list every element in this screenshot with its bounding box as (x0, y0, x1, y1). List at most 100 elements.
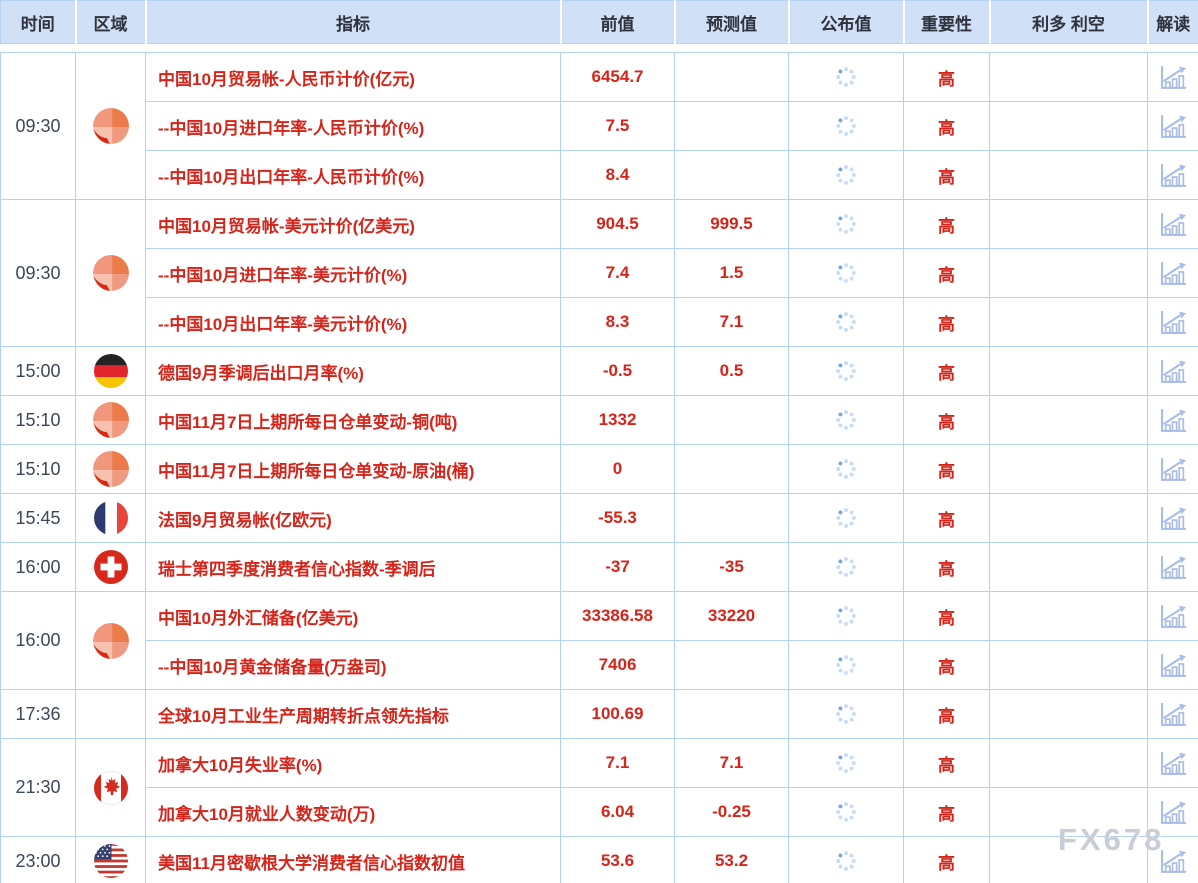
bar-chart-trend-icon[interactable] (1160, 457, 1187, 482)
loading-spinner-icon (834, 114, 858, 138)
china-flag-icon (92, 401, 130, 439)
table-row: --中国10月进口年率-人民币计价(%) 7.5 高 (1, 101, 1198, 151)
analysis-chart-cell[interactable] (1147, 542, 1198, 592)
bull-bear-cell (989, 591, 1148, 641)
bar-chart-trend-icon[interactable] (1160, 506, 1187, 531)
bar-chart-trend-icon[interactable] (1160, 261, 1187, 286)
indicator-cell: 法国9月贸易帐(亿欧元) (145, 493, 561, 543)
analysis-chart-cell[interactable] (1147, 493, 1198, 543)
bar-chart-trend-icon[interactable] (1160, 163, 1187, 188)
table-row: 23:00 美国11月密歇根大学消费者信心指数初值 53.6 53.2 高 (0, 836, 1198, 883)
bar-chart-trend-icon[interactable] (1160, 653, 1187, 678)
published-value-cell (788, 199, 904, 249)
analysis-chart-cell[interactable] (1147, 297, 1198, 347)
analysis-chart-cell[interactable] (1147, 591, 1198, 641)
forecast-value-cell (674, 150, 789, 200)
bar-chart-trend-icon[interactable] (1160, 359, 1187, 384)
previous-value-cell: -37 (560, 542, 675, 592)
bar-chart-trend-icon[interactable] (1160, 114, 1187, 139)
analysis-chart-cell[interactable] (1147, 395, 1198, 445)
bar-chart-trend-icon[interactable] (1160, 604, 1187, 629)
region-cell (75, 836, 146, 883)
importance-cell: 高 (903, 640, 990, 690)
published-value-cell (788, 297, 904, 347)
loading-spinner-icon (834, 457, 858, 481)
table-row: 17:36 全球10月工业生产周期转折点领先指标 100.69 高 (0, 689, 1198, 739)
table-row: 加拿大10月就业人数变动(万) 6.04 -0.25 高 (1, 787, 1198, 837)
bull-bear-cell (989, 395, 1148, 445)
forecast-value-cell (674, 101, 789, 151)
published-value-cell (788, 493, 904, 543)
published-value-cell (788, 542, 904, 592)
china-flag-icon (92, 254, 130, 292)
forecast-value-cell (674, 444, 789, 494)
bull-bear-cell (989, 493, 1148, 543)
bar-chart-trend-icon[interactable] (1160, 212, 1187, 237)
analysis-chart-cell[interactable] (1147, 640, 1198, 690)
importance-cell: 高 (903, 738, 990, 788)
france-flag-icon (93, 500, 129, 536)
importance-cell: 高 (903, 542, 990, 592)
indicator-cell: --中国10月进口年率-人民币计价(%) (145, 101, 561, 151)
importance-cell: 高 (903, 836, 990, 883)
loading-spinner-icon (834, 310, 858, 334)
indicator-cell: 全球10月工业生产周期转折点领先指标 (145, 689, 561, 739)
time-cell: 23:00 (0, 836, 76, 883)
bar-chart-trend-icon[interactable] (1160, 751, 1187, 776)
analysis-chart-cell[interactable] (1147, 101, 1198, 151)
region-cell (75, 199, 146, 347)
analysis-chart-cell[interactable] (1147, 346, 1198, 396)
published-value-cell (788, 248, 904, 298)
importance-cell: 高 (903, 395, 990, 445)
indicator-cell: 中国11月7日上期所每日仓单变动-原油(桶) (145, 444, 561, 494)
col-header-time: 时间 (0, 0, 76, 44)
analysis-chart-cell[interactable] (1147, 52, 1198, 102)
analysis-chart-cell[interactable] (1147, 199, 1198, 249)
forecast-value-cell: 0.5 (674, 346, 789, 396)
forecast-value-cell: -0.25 (674, 787, 789, 837)
importance-cell: 高 (903, 52, 990, 102)
forecast-value-cell: 7.1 (674, 297, 789, 347)
time-cell: 16:00 (0, 591, 76, 690)
table-row: 21:30 加拿大10月失业率(%) 7.1 7.1 高 (0, 738, 1198, 837)
previous-value-cell: 8.4 (560, 150, 675, 200)
bar-chart-trend-icon[interactable] (1160, 408, 1187, 433)
importance-cell: 高 (903, 297, 990, 347)
bar-chart-trend-icon[interactable] (1160, 65, 1187, 90)
analysis-chart-cell[interactable] (1147, 836, 1198, 883)
bull-bear-cell (989, 787, 1148, 837)
loading-spinner-icon (834, 261, 858, 285)
table-row: --中国10月进口年率-美元计价(%) 7.4 1.5 高 (1, 248, 1198, 298)
bar-chart-trend-icon[interactable] (1160, 849, 1187, 874)
analysis-chart-cell[interactable] (1147, 738, 1198, 788)
analysis-chart-cell[interactable] (1147, 150, 1198, 200)
bar-chart-trend-icon[interactable] (1160, 800, 1187, 825)
forecast-value-cell: -35 (674, 542, 789, 592)
analysis-chart-cell[interactable] (1147, 444, 1198, 494)
loading-spinner-icon (834, 359, 858, 383)
previous-value-cell: 7.4 (560, 248, 675, 298)
indicator-cell: 加拿大10月就业人数变动(万) (145, 787, 561, 837)
indicator-cell: --中国10月出口年率-美元计价(%) (145, 297, 561, 347)
col-header-forecast: 预测值 (673, 0, 789, 44)
bar-chart-trend-icon[interactable] (1160, 702, 1187, 727)
importance-cell: 高 (903, 493, 990, 543)
loading-spinner-icon (834, 212, 858, 236)
importance-cell: 高 (903, 591, 990, 641)
loading-spinner-icon (834, 751, 858, 775)
importance-cell: 高 (903, 346, 990, 396)
analysis-chart-cell[interactable] (1147, 689, 1198, 739)
bar-chart-trend-icon[interactable] (1160, 310, 1187, 335)
analysis-chart-cell[interactable] (1147, 248, 1198, 298)
time-cell: 15:45 (0, 493, 76, 543)
time-cell: 16:00 (0, 542, 76, 592)
previous-value-cell: 0 (560, 444, 675, 494)
previous-value-cell: -55.3 (560, 493, 675, 543)
published-value-cell (788, 591, 904, 641)
analysis-chart-cell[interactable] (1147, 787, 1198, 837)
previous-value-cell: 6.04 (560, 787, 675, 837)
time-cell: 15:00 (0, 346, 76, 396)
bar-chart-trend-icon[interactable] (1160, 555, 1187, 580)
